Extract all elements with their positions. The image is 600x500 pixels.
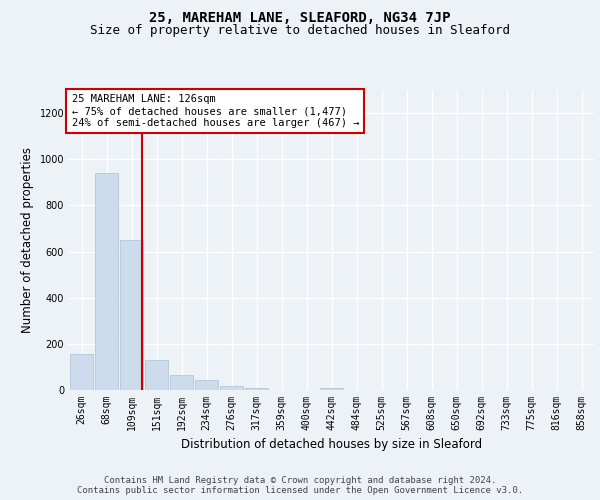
Bar: [245, 388, 268, 390]
Text: Contains public sector information licensed under the Open Government Licence v3: Contains public sector information licen…: [77, 486, 523, 495]
Bar: [120, 240, 143, 390]
Bar: [220, 386, 243, 390]
Text: Contains HM Land Registry data © Crown copyright and database right 2024.: Contains HM Land Registry data © Crown c…: [104, 476, 496, 485]
Bar: [320, 388, 343, 390]
Bar: [170, 375, 193, 390]
X-axis label: Distribution of detached houses by size in Sleaford: Distribution of detached houses by size …: [181, 438, 482, 452]
Bar: [145, 360, 168, 390]
Text: 25 MAREHAM LANE: 126sqm
← 75% of detached houses are smaller (1,477)
24% of semi: 25 MAREHAM LANE: 126sqm ← 75% of detache…: [71, 94, 359, 128]
Text: 25, MAREHAM LANE, SLEAFORD, NG34 7JP: 25, MAREHAM LANE, SLEAFORD, NG34 7JP: [149, 11, 451, 25]
Y-axis label: Number of detached properties: Number of detached properties: [21, 147, 34, 333]
Bar: [95, 173, 118, 390]
Bar: [195, 380, 218, 390]
Bar: [70, 354, 93, 390]
Text: Size of property relative to detached houses in Sleaford: Size of property relative to detached ho…: [90, 24, 510, 37]
